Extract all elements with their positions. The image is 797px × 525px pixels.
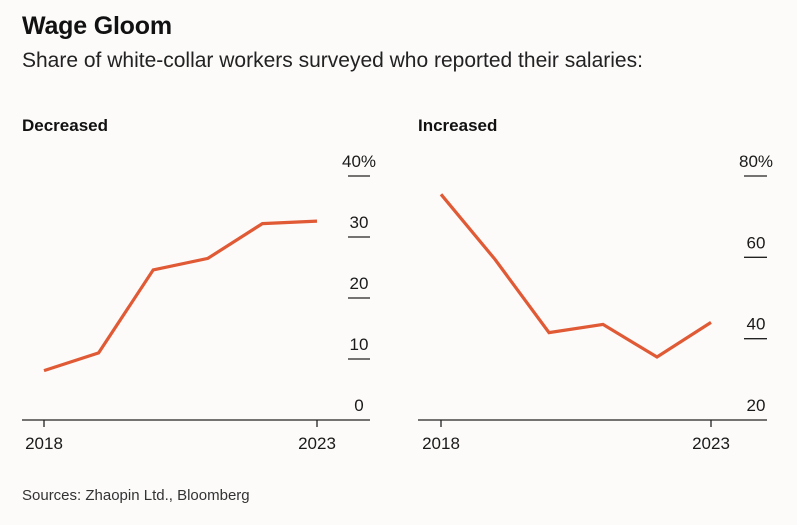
y-tick-label-decreased-10: 10 [350,335,369,354]
y-tick-label-decreased-30: 30 [350,213,369,232]
panel-title-increased: Increased [418,116,498,135]
x-tick-label-increased-2023: 2023 [692,434,730,453]
x-tick-label-increased-2018: 2018 [422,434,460,453]
source-note: Sources: Zhaopin Ltd., Bloomberg [22,487,250,504]
y-tick-label-increased-20: 20 [747,396,766,415]
panel-title-decreased: Decreased [22,116,109,135]
y-tick-label-increased-60: 60 [747,233,766,252]
y-tick-label-increased-40: 40 [747,315,766,334]
x-tick-label-decreased-2023: 2023 [298,434,336,453]
y-tick-label-increased-80: 80% [739,152,773,171]
chart-subtitle: Share of white-collar workers surveyed w… [22,49,643,72]
series-line-increased [439,193,712,359]
y-tick-label-decreased-0: 0 [354,396,363,415]
chart-title: Wage Gloom [22,12,172,40]
y-tick-label-decreased-40: 40% [342,152,376,171]
series-line-decreased [43,219,318,373]
y-tick-label-decreased-20: 20 [350,274,369,293]
x-tick-label-decreased-2018: 2018 [25,434,63,453]
